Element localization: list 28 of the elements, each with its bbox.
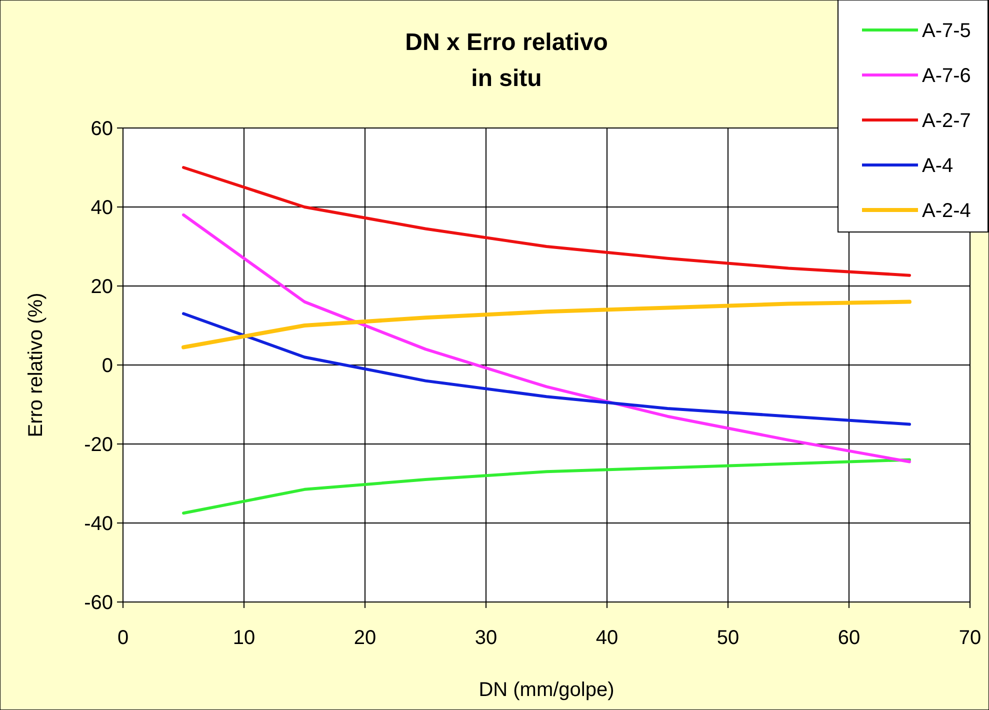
x-tick-label: 0: [117, 627, 129, 649]
x-tick-label: 60: [838, 627, 860, 649]
y-tick-label: -40: [84, 513, 113, 535]
legend-label: A-7-6: [922, 65, 971, 87]
line-series: [182, 166, 911, 277]
line-series: [182, 458, 911, 515]
line-series: [182, 312, 911, 426]
x-tick-label: 10: [232, 627, 256, 649]
y-tick-label: 0: [102, 355, 113, 377]
legend-label: A-2-4: [922, 200, 971, 222]
chart-title: DN x Erro relativo in situ: [405, 29, 608, 92]
legend-label: A-2-7: [922, 110, 971, 132]
x-tick-label: 50: [716, 627, 740, 649]
x-axis-title: DN (mm/golpe): [478, 679, 614, 701]
line-series: [182, 213, 911, 464]
x-tick-label: 70: [958, 627, 982, 649]
line-series: [182, 300, 912, 350]
legend-label: A-7-5: [922, 20, 971, 42]
x-tick-label: 20: [354, 627, 376, 649]
y-tick-label: 40: [90, 197, 113, 219]
y-tick-label: -60: [84, 592, 113, 614]
y-tick-label: 20: [90, 276, 113, 298]
y-axis-title: Erro relativo (%): [25, 292, 47, 438]
y-tick-label: -20: [84, 434, 113, 456]
y-tick-label: 60: [90, 118, 113, 140]
legend-label: A-4: [922, 155, 954, 177]
x-tick-label: 40: [596, 627, 618, 649]
x-tick-label: 30: [474, 627, 498, 649]
